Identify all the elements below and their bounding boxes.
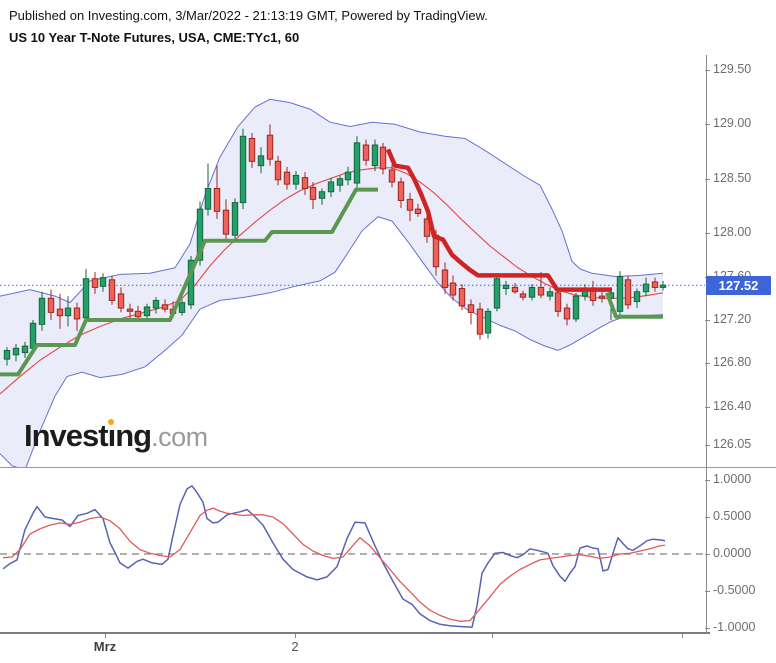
indicator-axis-label: 0.5000 bbox=[713, 509, 752, 523]
price-axis-label: 126.05 bbox=[713, 437, 752, 451]
last-price-badge: 127.52 bbox=[706, 275, 771, 295]
indicator-axis-label: -1.0000 bbox=[713, 620, 756, 634]
price-tick bbox=[705, 178, 710, 180]
time-axis-line bbox=[0, 632, 710, 634]
price-tick bbox=[705, 233, 710, 235]
price-axis-line bbox=[706, 55, 707, 633]
watermark-brand: Investıng bbox=[24, 418, 152, 453]
price-axis-label: 128.00 bbox=[713, 225, 752, 240]
price-axis-label: 128.50 bbox=[713, 170, 752, 185]
indicator-tick bbox=[705, 517, 710, 518]
price-tick bbox=[705, 445, 710, 446]
time-tick bbox=[492, 634, 493, 638]
price-tick bbox=[705, 363, 710, 365]
indicator-tick bbox=[705, 480, 710, 481]
price-axis-label: 127.20 bbox=[713, 312, 752, 326]
price-axis-label: 129.00 bbox=[713, 116, 752, 131]
price-tick bbox=[705, 70, 710, 71]
indicator-tick bbox=[705, 628, 710, 629]
time-tick bbox=[682, 634, 683, 638]
main-price-pane[interactable] bbox=[0, 55, 705, 467]
indicator-tick bbox=[705, 591, 710, 592]
indicator-tick bbox=[705, 554, 710, 555]
indicator-axis-label: 0.0000 bbox=[713, 546, 752, 560]
pane-separator bbox=[0, 467, 776, 468]
price-axis-label: 129.50 bbox=[713, 62, 752, 76]
published-line: Published on Investing.com, 3/Mar/2022 -… bbox=[9, 8, 488, 23]
price-axis-label: 126.40 bbox=[713, 398, 752, 413]
price-axis-label: 126.80 bbox=[713, 355, 752, 370]
watermark-suffix: .com bbox=[151, 422, 208, 452]
indicator-axis-label: -0.5000 bbox=[713, 583, 756, 597]
price-tick bbox=[705, 124, 710, 126]
indicator-axis-label: 1.0000 bbox=[713, 472, 752, 486]
last-price-value: 127.52 bbox=[718, 277, 759, 293]
price-tick bbox=[705, 406, 710, 408]
indicator-pane[interactable] bbox=[0, 467, 705, 632]
investing-watermark-logo: Investıng.com bbox=[24, 418, 208, 454]
time-axis-label: 2 bbox=[291, 639, 299, 654]
time-axis-label: Mrz bbox=[93, 639, 117, 654]
instrument-title: US 10 Year T-Note Futures, USA, CME:TYc1… bbox=[9, 30, 300, 45]
price-tick bbox=[705, 320, 710, 321]
orange-dot-i: ı bbox=[107, 418, 117, 453]
time-tick bbox=[105, 634, 106, 638]
time-tick bbox=[295, 634, 296, 638]
